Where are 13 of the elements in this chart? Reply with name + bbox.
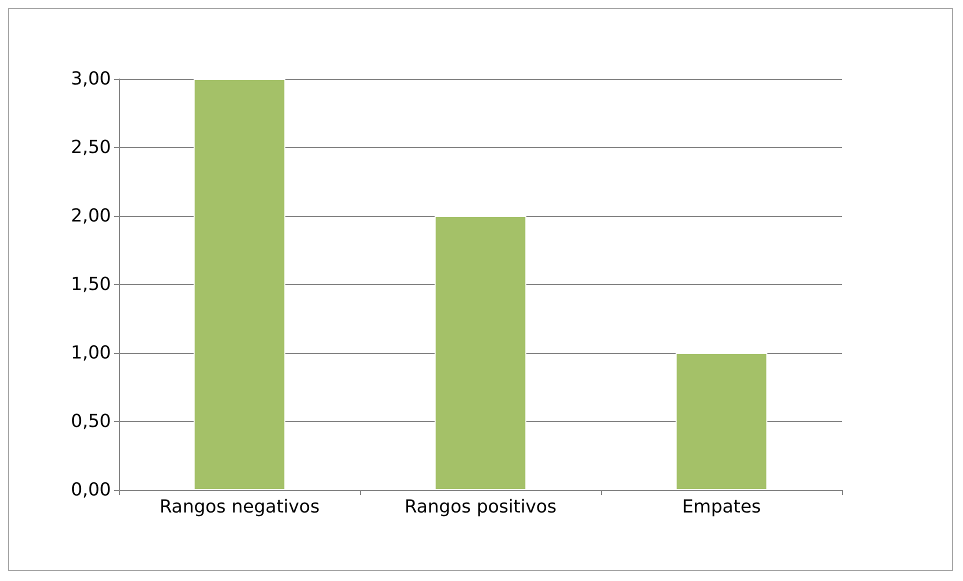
- x-tick-label: Empates: [682, 496, 761, 518]
- y-tick-label: 0,50: [70, 411, 111, 432]
- y-tick-label: 0,00: [70, 480, 111, 500]
- bar: [194, 79, 286, 490]
- x-tick-label: Rangos positivos: [404, 496, 557, 518]
- x-tick-label: Rangos negativos: [159, 496, 320, 518]
- y-tick-label: 1,00: [70, 342, 111, 364]
- y-tick-label: 1,50: [70, 274, 111, 295]
- y-tick-label: 2,50: [70, 137, 111, 158]
- bar: [434, 216, 526, 490]
- bar: [676, 353, 768, 490]
- y-tick-label: 2,00: [70, 206, 111, 226]
- y-tick-label: 3,00: [70, 68, 111, 90]
